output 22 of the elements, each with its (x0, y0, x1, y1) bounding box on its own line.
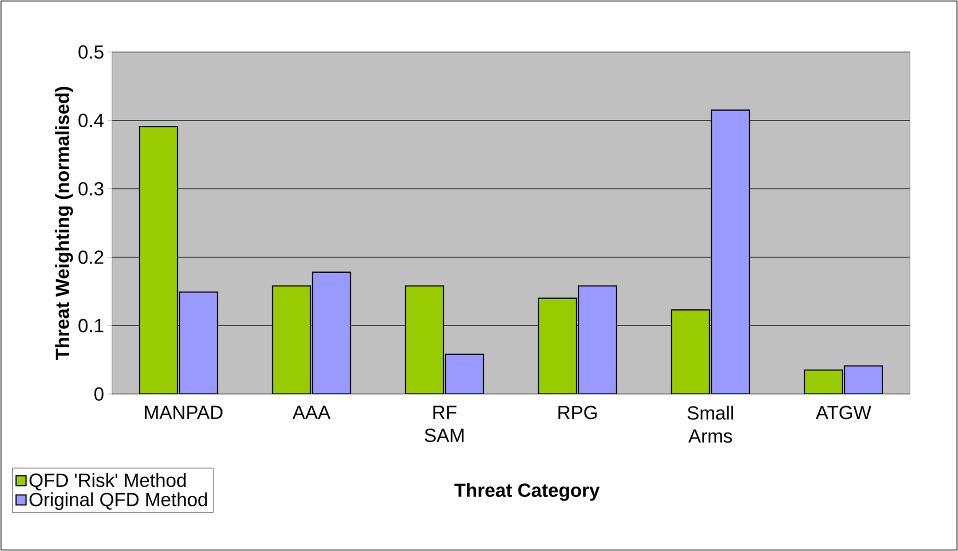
bar (272, 285, 312, 394)
bar (538, 298, 578, 394)
x-tick-label: MANPAD (145, 406, 222, 419)
x-axis-title: Threat Category (454, 483, 600, 501)
x-tick-label: ATGW (816, 406, 872, 420)
y-tick-label: 0.4 (78, 114, 104, 128)
x-tick-label: Small Arms (688, 406, 733, 443)
bar (138, 126, 178, 394)
y-tick-label: 0.5 (78, 45, 104, 59)
y-axis-title: Threat Weighting (normalised) (55, 86, 73, 360)
y-tick-label: 0.1 (78, 318, 104, 332)
legend-label: QFD 'Risk' Method (30, 473, 186, 490)
bar (804, 369, 844, 394)
x-tick-label: AAA (292, 406, 330, 419)
legend-label: Original QFD Method (30, 492, 207, 510)
y-tick-label: 0.3 (78, 182, 104, 196)
y-tick-label: 0.2 (78, 250, 104, 264)
bar (670, 309, 710, 394)
x-tick-label: RF SAM (424, 406, 464, 442)
y-tick-label: 0 (94, 387, 104, 401)
x-tick-label: RPG (558, 406, 597, 420)
bar (404, 285, 444, 394)
